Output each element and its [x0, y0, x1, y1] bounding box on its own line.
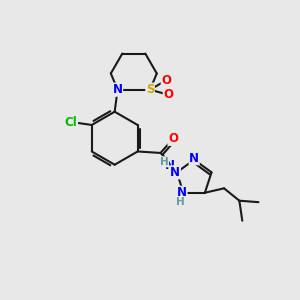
- Text: O: O: [163, 88, 173, 101]
- Text: S: S: [146, 83, 154, 96]
- Text: H: H: [176, 197, 185, 207]
- Text: Cl: Cl: [65, 116, 77, 128]
- Text: N: N: [165, 159, 175, 172]
- Text: N: N: [112, 83, 123, 96]
- Text: N: N: [170, 166, 180, 179]
- Text: N: N: [189, 152, 199, 165]
- Text: H: H: [160, 157, 169, 167]
- Text: O: O: [168, 132, 178, 145]
- Text: N: N: [177, 186, 187, 199]
- Text: O: O: [161, 74, 171, 87]
